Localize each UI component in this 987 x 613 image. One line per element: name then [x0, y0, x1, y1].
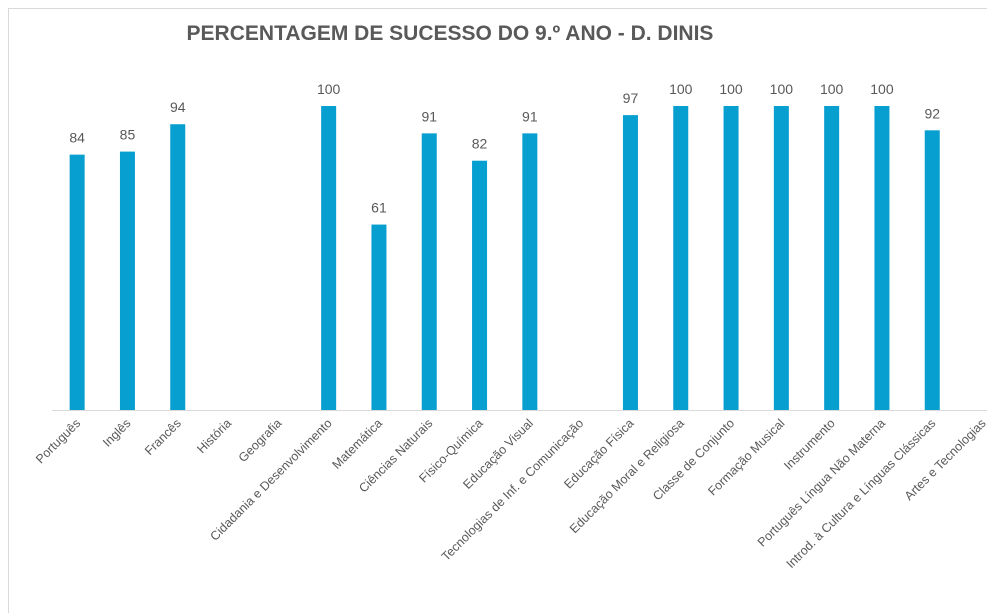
bar [924, 130, 940, 410]
value-label: 100 [317, 81, 341, 97]
value-label: 100 [820, 81, 844, 97]
x-tick-label: Português [33, 416, 83, 466]
x-tick-label: Matemática [329, 416, 385, 472]
bar [69, 154, 85, 410]
value-label: 100 [669, 81, 693, 97]
bar [824, 106, 840, 410]
x-tick-label: História [194, 416, 234, 456]
bar [119, 151, 135, 410]
chart-title: PERCENTAGEM DE SUCESSO DO 9.º ANO - D. D… [187, 22, 714, 45]
x-tick-label: Francês [142, 416, 184, 458]
value-label: 91 [421, 108, 437, 124]
bar [723, 106, 739, 410]
value-label: 85 [120, 127, 136, 143]
value-label: 82 [472, 136, 488, 152]
value-label: 61 [371, 200, 387, 216]
bar [874, 106, 890, 410]
value-label: 84 [69, 130, 85, 146]
bar [472, 160, 488, 410]
bar [622, 115, 638, 411]
x-tick-label: Inglês [100, 416, 133, 449]
bar [170, 124, 186, 411]
bar [673, 106, 689, 410]
x-tick-label: Geografia [236, 416, 285, 465]
bar [421, 133, 437, 411]
value-label: 94 [170, 99, 186, 115]
value-label: 100 [719, 81, 743, 97]
bar [773, 106, 789, 410]
chart-frame [8, 8, 987, 613]
value-label: 92 [924, 105, 940, 121]
bar [522, 133, 538, 411]
value-label: 91 [522, 108, 538, 124]
value-label: 100 [770, 81, 794, 97]
value-label: 97 [623, 90, 639, 106]
value-label: 100 [870, 81, 894, 97]
bar [371, 224, 387, 410]
bar [321, 106, 337, 410]
